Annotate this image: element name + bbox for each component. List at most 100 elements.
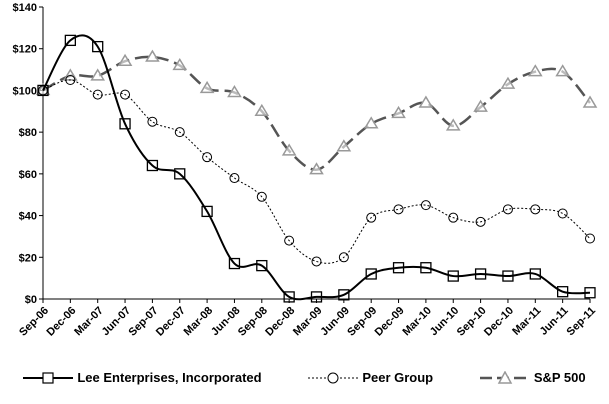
series-line-2: [42, 55, 591, 171]
circle-marker: [338, 252, 349, 263]
triangle-marker: [309, 162, 324, 175]
triangle-marker: [199, 80, 215, 94]
x-tick-label: Sep-08: [236, 305, 270, 339]
square-marker: [502, 270, 514, 282]
circle-marker: [585, 233, 595, 244]
x-tick-label: Mar-09: [291, 305, 325, 339]
series-line-1: [42, 79, 591, 264]
y-tick-label: $100: [13, 85, 37, 97]
circle-marker: [448, 212, 459, 223]
triangle-marker: [90, 68, 106, 81]
x-tick-label: Jun-07: [100, 305, 134, 339]
x-tick-label: Dec-06: [44, 305, 78, 339]
x-tick-label: Jun-08: [209, 305, 243, 339]
circle-marker: [530, 204, 541, 215]
x-tick-label: Dec-07: [154, 305, 188, 339]
square-marker: [474, 268, 487, 280]
square-marker: [557, 286, 569, 298]
x-tick-label: Dec-10: [482, 305, 516, 339]
triangle-marker: [172, 57, 188, 71]
triangle-marker: [281, 143, 297, 156]
square-marker: [447, 270, 459, 282]
circle-marker: [557, 208, 568, 219]
x-tick-label: Sep-07: [127, 305, 161, 339]
y-tick-label: $80: [19, 127, 37, 139]
triangle-marker: [117, 53, 133, 66]
x-tick-label: Sep-06: [17, 305, 51, 339]
triangle-marker: [418, 95, 434, 108]
triangle-marker: [555, 64, 570, 77]
x-tick-label: Mar-11: [510, 305, 543, 338]
circle-marker: [147, 116, 158, 127]
legend-label: S&P 500: [533, 370, 586, 385]
y-tick-label: $0: [25, 294, 37, 306]
circle-marker: [202, 152, 213, 163]
x-tick-label: Mar-08: [182, 305, 216, 339]
y-tick-label: $140: [13, 2, 37, 14]
x-tick-label: Dec-08: [263, 305, 297, 339]
square-marker: [201, 205, 213, 218]
x-tick-label: Sep-10: [455, 305, 489, 339]
square-marker: [228, 257, 241, 270]
x-tick-label: Mar-07: [72, 305, 106, 339]
legend-label: Peer Group: [362, 370, 434, 385]
line-chart: $0$20$40$60$80$100$120$140Sep-06Dec-06Ma…: [13, 2, 599, 339]
circle-marker: [502, 204, 513, 215]
triangle-marker: [336, 139, 352, 152]
triangle-marker: [500, 76, 516, 89]
legend: Lee Enterprises, Incorporated Peer Group…: [0, 370, 609, 385]
legend-triangle-marker-icon: [479, 370, 530, 384]
triangle-marker: [582, 95, 598, 108]
y-tick-label: $40: [19, 211, 37, 223]
circle-marker: [475, 216, 486, 227]
triangle-marker: [391, 105, 406, 119]
square-marker: [256, 259, 268, 272]
triangle-marker: [254, 103, 270, 117]
circle-marker: [366, 212, 377, 223]
triangle-marker: [445, 118, 461, 131]
y-tick-label: $20: [19, 252, 37, 264]
x-tick-label: Sep-11: [565, 305, 599, 339]
legend-circle-marker-icon: [308, 372, 359, 383]
legend-item-sp500: S&P 500: [479, 370, 586, 385]
circle-marker: [256, 191, 267, 202]
square-marker: [529, 268, 541, 280]
circle-marker: [120, 89, 131, 100]
triangle-marker: [145, 49, 160, 62]
square-marker: [146, 159, 159, 172]
x-tick-label: Sep-09: [345, 305, 379, 339]
x-tick-label: Mar-10: [400, 305, 434, 339]
circle-marker: [229, 173, 240, 184]
x-tick-label: Jun-11: [538, 305, 571, 338]
circle-marker: [65, 75, 76, 85]
legend-square-marker-icon: [23, 371, 74, 384]
y-tick-label: $60: [19, 169, 37, 181]
square-marker: [338, 289, 350, 301]
triangle-marker: [527, 64, 543, 77]
square-marker: [92, 40, 104, 53]
circle-marker: [174, 127, 185, 138]
y-tick-label: $120: [13, 44, 37, 56]
x-tick-label: Jun-10: [428, 305, 462, 339]
triangle-marker: [363, 116, 379, 129]
square-marker: [584, 287, 596, 299]
legend-item-lee: Lee Enterprises, Incorporated: [23, 370, 262, 385]
square-marker: [37, 84, 49, 97]
circle-marker: [393, 204, 404, 215]
triangle-marker: [227, 85, 242, 98]
legend-label: Lee Enterprises, Incorporated: [77, 370, 262, 385]
square-marker: [174, 168, 186, 180]
circle-marker: [311, 256, 322, 267]
triangle-marker: [473, 99, 488, 112]
circle-marker: [284, 235, 295, 246]
circle-marker: [420, 200, 431, 211]
circle-marker: [92, 89, 103, 100]
x-tick-label: Dec-09: [373, 305, 407, 339]
square-marker: [119, 118, 131, 130]
square-marker: [392, 262, 405, 274]
square-marker: [64, 34, 76, 47]
legend-item-peer: Peer Group: [308, 370, 433, 385]
square-marker: [420, 262, 432, 274]
square-marker: [365, 268, 377, 280]
